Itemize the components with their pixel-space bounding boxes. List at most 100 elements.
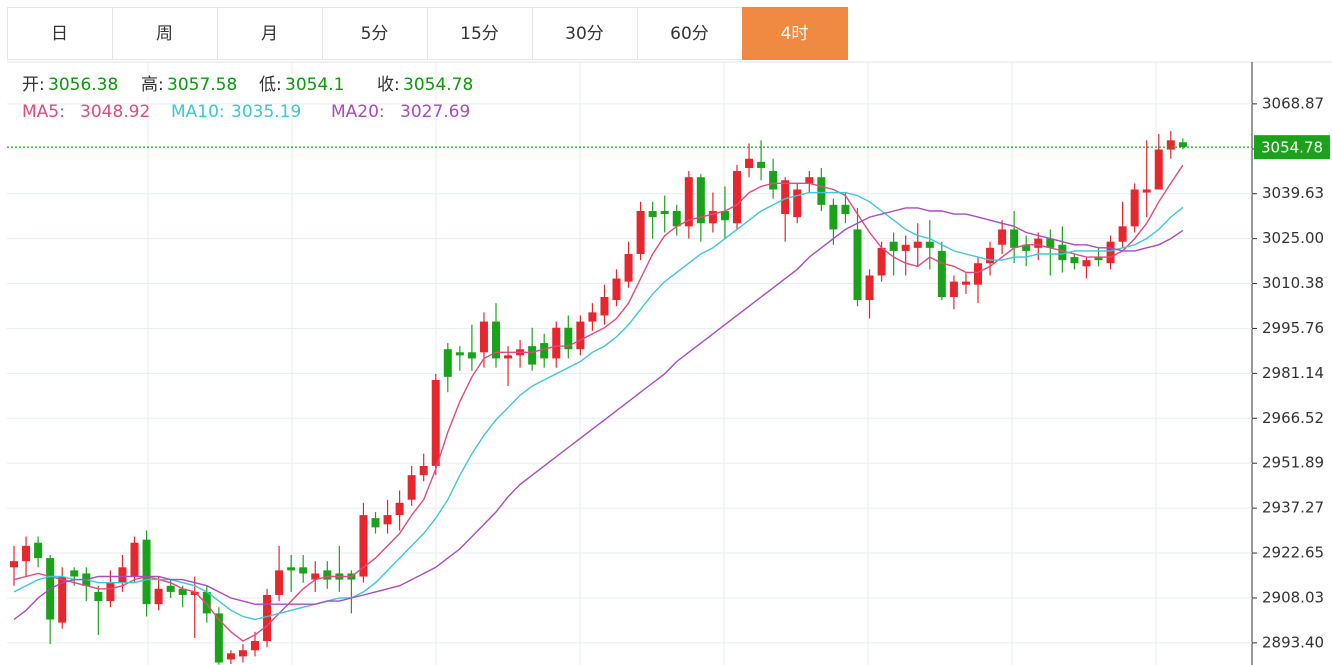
ohlc-label: 低: — [259, 75, 282, 95]
candle-body — [130, 542, 139, 577]
candle-body — [431, 379, 440, 466]
candle-body — [961, 281, 970, 285]
candle-body — [769, 171, 778, 190]
candle-body — [1022, 244, 1031, 251]
y-tick-label: 3039.63 — [1262, 184, 1324, 202]
candle-body — [986, 247, 995, 264]
candle-body — [359, 515, 368, 577]
candle-body — [58, 576, 67, 623]
candle-body — [1034, 238, 1043, 248]
candle-body — [1082, 260, 1091, 267]
ohlc-label: 开: — [22, 75, 45, 95]
candle-body — [407, 475, 416, 500]
candle-body — [576, 321, 585, 350]
candle-body — [455, 352, 464, 356]
candle-body — [10, 561, 18, 568]
candle-body — [636, 210, 645, 254]
candle-body — [564, 327, 573, 350]
candle-body — [793, 189, 802, 218]
candle-body — [395, 502, 404, 516]
tab[interactable] — [637, 7, 743, 60]
tab-label[interactable]: 周 — [156, 24, 173, 44]
tab-label[interactable]: 5分 — [361, 24, 389, 44]
ohlc-label: 收: — [377, 75, 400, 95]
tab-label[interactable]: 月 — [261, 24, 278, 44]
candle-body — [479, 321, 488, 353]
y-tick-label: 2893.40 — [1262, 633, 1324, 651]
candle-body — [142, 539, 151, 605]
legend-label: MA20: — [331, 102, 385, 122]
candle-body — [1046, 238, 1055, 248]
ma-line — [13, 191, 1184, 621]
candle-body — [467, 352, 476, 359]
candle-body — [733, 171, 741, 224]
ohlc-value: 3057.58 — [167, 75, 237, 95]
candle-body — [781, 180, 790, 215]
candle-body — [263, 594, 272, 642]
tab-label[interactable]: 60分 — [670, 24, 709, 44]
ohlc-value: 3054.78 — [403, 75, 473, 95]
candle-body — [853, 229, 862, 301]
y-tick-label: 2951.89 — [1262, 454, 1324, 472]
candle-body — [1130, 189, 1139, 227]
candle-body — [238, 650, 247, 657]
candle-body — [383, 515, 392, 525]
candle-body — [974, 263, 982, 285]
y-tick-label: 2922.65 — [1262, 544, 1324, 562]
candle-body — [745, 158, 754, 168]
candle-body — [925, 241, 934, 248]
candle-body — [684, 177, 693, 227]
candle-body — [419, 465, 428, 476]
tab[interactable] — [7, 7, 113, 60]
ohlc-value: 3056.38 — [48, 75, 118, 95]
tab[interactable] — [322, 7, 428, 60]
candle-body — [443, 349, 452, 377]
candle-body — [829, 204, 838, 230]
tab[interactable] — [532, 7, 638, 60]
candle-body — [22, 545, 31, 562]
tab-label[interactable]: 30分 — [565, 24, 604, 44]
y-tick-label: 2937.27 — [1262, 499, 1324, 517]
candle-body — [841, 204, 850, 215]
candle-body — [913, 241, 922, 248]
candle-body — [166, 585, 175, 592]
candle-body — [805, 177, 814, 184]
legend-label: MA10: — [171, 102, 225, 122]
candle-body — [299, 567, 308, 574]
y-tick-label: 3068.87 — [1262, 94, 1324, 112]
candle-body — [226, 653, 235, 660]
candle-body — [94, 591, 103, 602]
tab[interactable] — [217, 7, 323, 60]
y-tick-label: 3010.38 — [1262, 274, 1324, 292]
candle-body — [190, 591, 199, 595]
candle-body — [817, 177, 826, 205]
candle-body — [889, 241, 898, 251]
tab[interactable] — [742, 7, 848, 60]
candle-body — [287, 567, 296, 571]
legend-value: 3048.92 — [80, 102, 150, 122]
legend-label: MA5: — [22, 102, 65, 122]
candle-body — [1142, 189, 1151, 193]
tab-label[interactable]: 15分 — [460, 24, 499, 44]
tab[interactable] — [112, 7, 218, 60]
candle-body — [720, 210, 729, 221]
candle-body — [371, 518, 380, 528]
candle-body — [612, 278, 621, 301]
candle-body — [504, 355, 513, 359]
candle-body — [118, 567, 127, 583]
candle-body — [492, 321, 500, 359]
tab-label[interactable]: 4时 — [781, 24, 809, 44]
candle-body — [275, 570, 284, 595]
y-tick-label: 2966.52 — [1262, 409, 1324, 427]
candle-body — [696, 177, 705, 224]
candle-body — [552, 327, 561, 359]
candle-body — [214, 613, 223, 663]
candle-body — [106, 582, 115, 602]
candle-body — [949, 281, 958, 297]
ohlc-label: 高: — [141, 75, 164, 95]
tab-label[interactable]: 日 — [51, 24, 68, 44]
candle-body — [998, 229, 1007, 245]
candle-body — [178, 588, 187, 595]
candle-body — [1058, 244, 1067, 261]
